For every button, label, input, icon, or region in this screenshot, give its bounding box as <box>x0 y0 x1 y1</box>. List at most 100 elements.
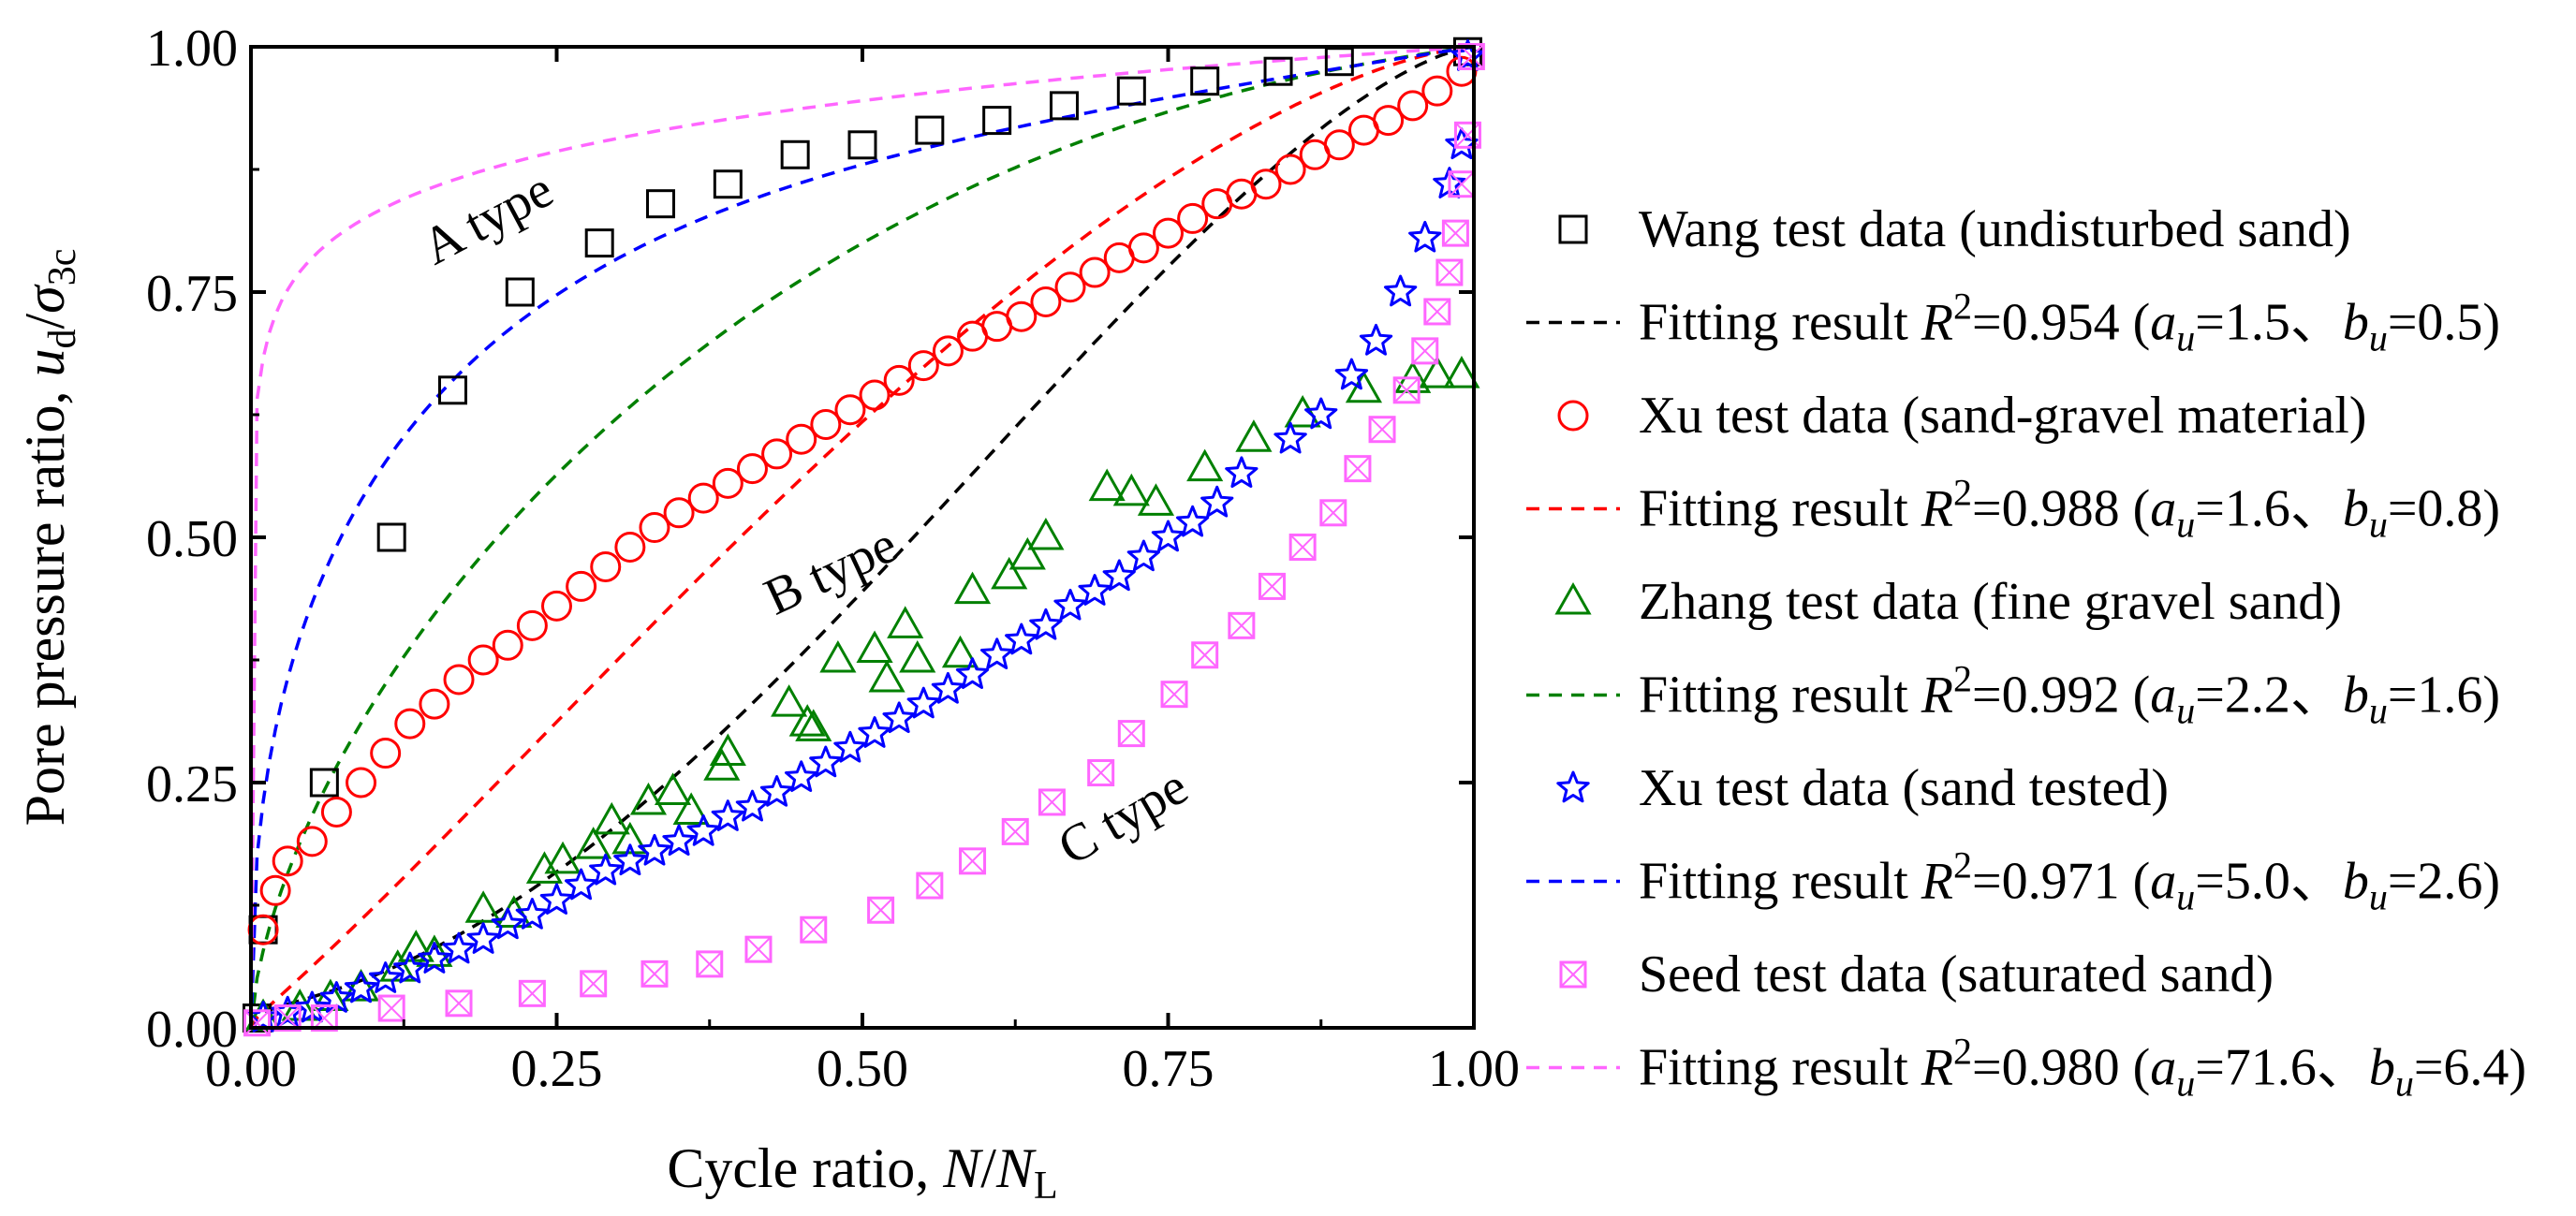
data-point <box>640 960 669 988</box>
legend-label: Fitting result R2=0.988 (au=1.6、bu=0.8) <box>1639 472 2500 546</box>
y-axis-title-u: u <box>14 349 76 377</box>
y-axis-title-sigma: σ <box>14 284 76 314</box>
data-point <box>376 522 406 552</box>
data-point <box>259 874 291 906</box>
data-point <box>492 629 523 661</box>
y-axis-title-slash: / <box>14 314 76 330</box>
data-point <box>344 971 378 1004</box>
fit-curve-3 <box>251 47 1474 1028</box>
data-point <box>1235 419 1273 452</box>
data-point <box>1421 75 1453 107</box>
data-point <box>1102 559 1136 592</box>
data-point <box>1344 455 1372 483</box>
data-point <box>980 637 1014 669</box>
data-point <box>1304 397 1338 430</box>
data-point <box>1112 473 1150 506</box>
data-point <box>744 935 773 963</box>
data-point <box>696 950 724 978</box>
fit-curve-9 <box>251 47 1474 1028</box>
data-point <box>1027 517 1065 550</box>
data-point <box>397 930 434 962</box>
data-point <box>243 1009 272 1037</box>
data-point <box>1384 274 1418 307</box>
data-point <box>687 482 719 514</box>
data-point <box>539 883 574 915</box>
data-point <box>575 827 612 859</box>
data-point <box>1373 105 1405 137</box>
data-point <box>1225 456 1259 489</box>
data-point <box>1200 485 1234 518</box>
legend-entry-2: Xu test data (sand-gravel material) <box>1557 387 2366 445</box>
legend-entry-7: Fitting result R2=0.971 (au=5.0、bu=2.6) <box>1526 844 2500 918</box>
data-point <box>646 189 676 219</box>
data-point <box>442 931 476 964</box>
data-point <box>394 708 426 740</box>
data-point <box>1397 90 1429 122</box>
data-point <box>1448 170 1476 198</box>
y-axis-title-main: Pore pressure ratio, <box>14 377 76 827</box>
legend-label: Xu test data (sand-gravel material) <box>1639 387 2366 445</box>
data-point <box>541 590 572 622</box>
data-point <box>1116 76 1146 106</box>
data-point <box>847 130 877 160</box>
data-point <box>544 841 581 874</box>
data-point <box>1284 394 1321 428</box>
data-point <box>580 970 608 998</box>
legend-label: Fitting result R2=0.980 (au=71.6、bu=6.4) <box>1639 1031 2526 1105</box>
data-point <box>931 671 965 704</box>
data-point <box>491 907 524 940</box>
plot-area <box>243 37 1485 1037</box>
x-tick-label: 0.75 <box>1123 1040 1214 1098</box>
data-point <box>1423 298 1451 326</box>
data-point <box>590 550 622 582</box>
data-point <box>1453 121 1481 149</box>
data-point <box>856 630 893 664</box>
data-point <box>867 896 895 924</box>
data-point <box>868 659 905 693</box>
legend-entry-0: Wang test data (undisturbed sand) <box>1558 200 2351 258</box>
data-point <box>662 824 696 857</box>
data-point <box>959 847 987 875</box>
data-point <box>858 716 891 748</box>
data-points <box>243 37 1485 1037</box>
legend-label: Fitting result R2=0.971 (au=5.0、bu=2.6) <box>1639 844 2500 918</box>
data-point <box>638 833 671 866</box>
data-point <box>346 767 377 798</box>
x-axis-title-main: Cycle ratio, <box>667 1137 943 1199</box>
data-point <box>771 684 808 717</box>
data-point <box>711 799 744 831</box>
data-point <box>1263 56 1293 86</box>
data-point <box>614 531 646 563</box>
y-axis-title-sub-d: d <box>41 330 84 349</box>
series-points-8 <box>243 42 1485 1037</box>
data-point <box>1053 588 1087 621</box>
data-point <box>859 379 891 411</box>
data-point <box>786 423 817 455</box>
annotation-c: C type <box>1049 757 1198 877</box>
data-point <box>882 701 916 734</box>
x-tick-label: 1.00 <box>1428 1040 1520 1098</box>
legend-entry-4: Zhang test data (fine gravel sand) <box>1554 573 2342 631</box>
data-point <box>834 394 866 426</box>
data-point <box>1117 720 1145 748</box>
legend-label: Wang test data (undisturbed sand) <box>1639 200 2351 258</box>
data-point <box>785 760 818 792</box>
legend-label: Zhang test data (fine gravel sand) <box>1639 573 2342 631</box>
data-point <box>518 979 546 1007</box>
data-point <box>437 375 467 405</box>
data-point <box>443 664 475 696</box>
data-point <box>1088 468 1126 502</box>
data-point <box>342 969 380 1002</box>
x-axis-title-n: N <box>942 1137 983 1199</box>
data-point <box>899 639 936 673</box>
data-point <box>1006 300 1038 332</box>
legend-marker-swatch <box>1557 400 1589 432</box>
data-point <box>1151 520 1185 552</box>
data-point <box>1288 533 1317 561</box>
data-point <box>1368 416 1396 444</box>
data-point <box>788 704 826 737</box>
data-point <box>370 738 402 769</box>
data-point <box>309 768 339 798</box>
data-point <box>1153 217 1184 249</box>
data-point <box>584 228 614 258</box>
